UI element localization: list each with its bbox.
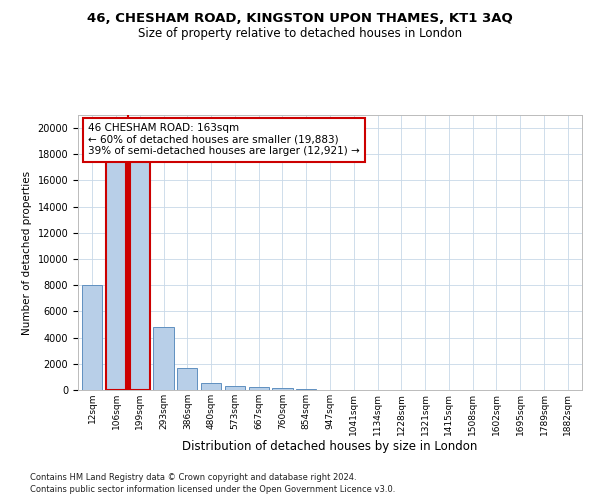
Bar	[177, 368, 197, 390]
Bar	[248, 388, 269, 390]
Bar	[82, 284, 103, 390]
Text: 46, CHESHAM ROAD, KINGSTON UPON THAMES, KT1 3AQ: 46, CHESHAM ROAD, KINGSTON UPON THAMES, …	[87, 12, 513, 26]
Text: Size of property relative to detached houses in London: Size of property relative to detached ho…	[138, 28, 462, 40]
Bar	[201, 384, 221, 390]
Text: Contains HM Land Registry data © Crown copyright and database right 2024.: Contains HM Land Registry data © Crown c…	[30, 472, 356, 482]
Text: Contains public sector information licensed under the Open Government Licence v3: Contains public sector information licen…	[30, 485, 395, 494]
Bar	[154, 327, 173, 390]
Text: 46 CHESHAM ROAD: 163sqm
← 60% of detached houses are smaller (19,883)
39% of sem: 46 CHESHAM ROAD: 163sqm ← 60% of detache…	[88, 123, 360, 156]
Bar	[130, 134, 150, 390]
Bar	[106, 134, 126, 390]
X-axis label: Distribution of detached houses by size in London: Distribution of detached houses by size …	[182, 440, 478, 454]
Bar	[272, 388, 293, 390]
Y-axis label: Number of detached properties: Number of detached properties	[22, 170, 32, 334]
Bar	[296, 388, 316, 390]
Bar	[225, 386, 245, 390]
